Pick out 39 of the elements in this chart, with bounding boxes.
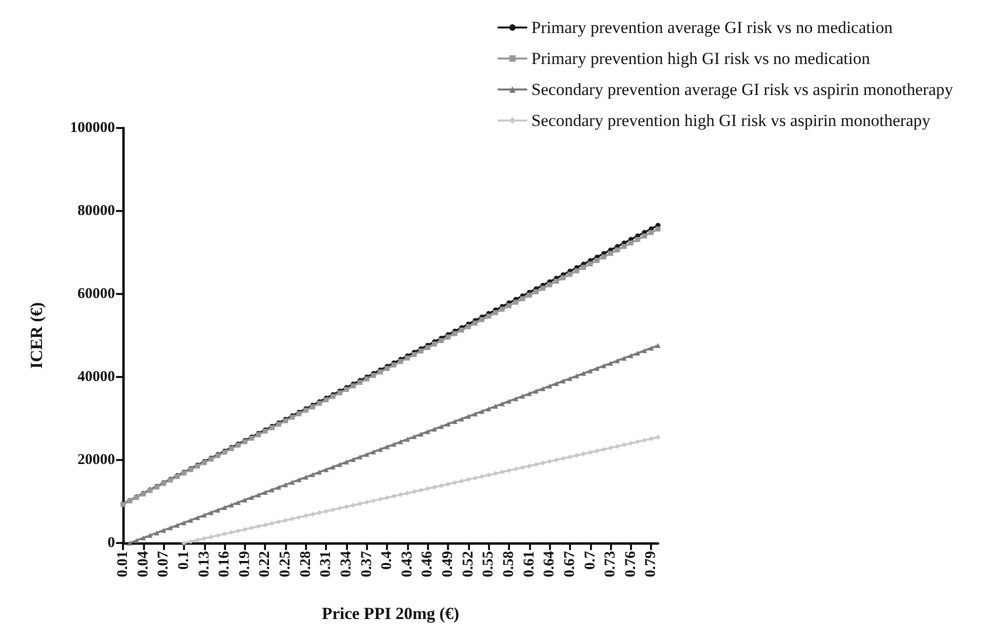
x-tick-label: 0.31 bbox=[318, 551, 334, 578]
x-tick-label: 0.28 bbox=[298, 551, 314, 578]
x-tick-label: 0.19 bbox=[236, 551, 253, 578]
x-tick-label: 0.76 bbox=[622, 550, 639, 578]
y-tick-label: 20000 bbox=[78, 452, 115, 468]
x-tick-label: 0.25 bbox=[278, 551, 294, 578]
x-tick-label: 0.4 bbox=[379, 550, 396, 570]
x-tick-label: 0.07 bbox=[156, 550, 172, 578]
x-axis-title: Price PPI 20mg (€) bbox=[322, 604, 460, 623]
x-tick-label: 0.64 bbox=[542, 550, 558, 578]
y-axis-title: ICER (€) bbox=[27, 302, 46, 369]
x-tick-label: 0.55 bbox=[480, 551, 497, 578]
y-tick-label: 80000 bbox=[78, 203, 115, 219]
x-tick-label: 0.04 bbox=[135, 550, 152, 578]
x-tick-label: 0.67 bbox=[562, 550, 578, 578]
legend-label: Secondary prevention high GI risk vs aspirin monotherapy bbox=[531, 111, 931, 130]
x-tick-label: 0.01 bbox=[115, 551, 131, 578]
x-tick-label: 0.34 bbox=[338, 550, 354, 578]
y-tick-label: 60000 bbox=[78, 286, 115, 302]
x-tick-label: 0.16 bbox=[216, 550, 233, 578]
x-tick-label: 0.37 bbox=[358, 550, 375, 578]
y-tick-label: 40000 bbox=[78, 369, 115, 385]
x-tick-label: 0.49 bbox=[440, 551, 456, 578]
x-tick-label: 0.58 bbox=[501, 551, 518, 578]
x-tick-label: 0.52 bbox=[460, 551, 476, 578]
y-tick-label: 100000 bbox=[70, 120, 115, 136]
x-tick-label: 0.43 bbox=[399, 551, 416, 578]
legend-label: Primary prevention high GI risk vs no medication bbox=[531, 49, 870, 68]
x-tick-label: 0.7 bbox=[582, 550, 598, 570]
legend-label: Primary prevention average GI risk vs no medication bbox=[531, 18, 894, 37]
x-tick-label: 0.73 bbox=[602, 551, 619, 578]
y-tick-label: 0 bbox=[108, 535, 115, 551]
x-tick-label: 0.1 bbox=[176, 551, 192, 570]
x-tick-label: 0.79 bbox=[643, 551, 660, 578]
x-tick-label: 0.46 bbox=[420, 550, 436, 578]
x-tick-label: 0.22 bbox=[257, 551, 274, 578]
legend-label: Secondary prevention average GI risk vs aspirin monotherapy bbox=[531, 80, 954, 99]
x-tick-label: 0.61 bbox=[521, 551, 538, 578]
x-tick-label: 0.13 bbox=[196, 551, 212, 578]
